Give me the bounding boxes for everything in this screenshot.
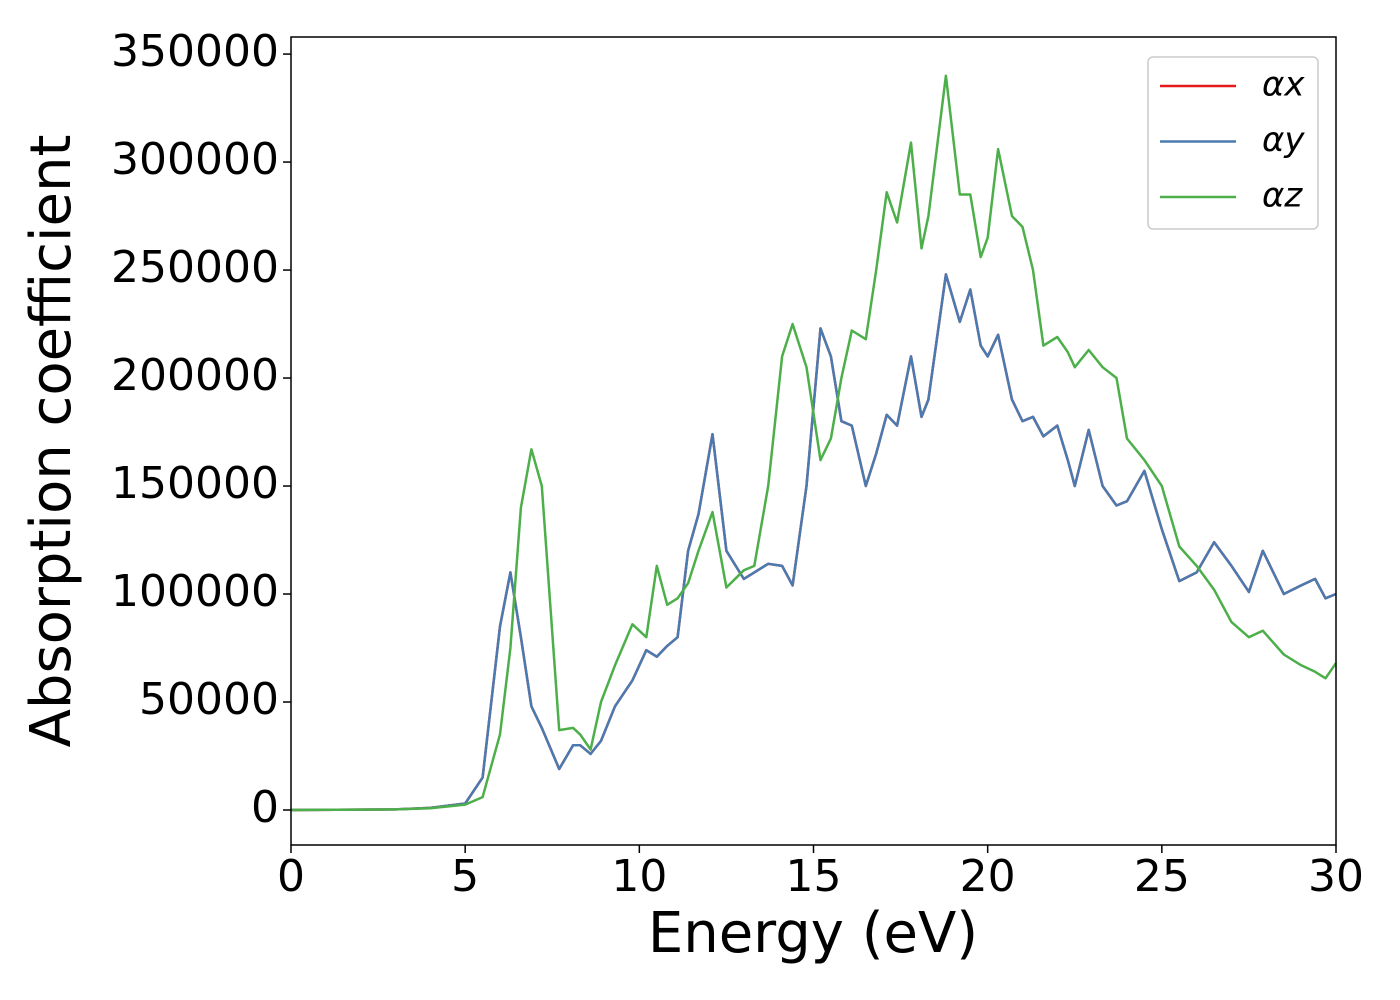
x-tick-label: 15	[786, 851, 842, 902]
x-tick-label: 30	[1308, 851, 1364, 902]
y-tick-label: 300000	[111, 134, 279, 185]
y-tick-label: 150000	[111, 458, 279, 509]
x-tick-label: 10	[611, 851, 667, 902]
x-tick-label: 25	[1134, 851, 1190, 902]
series-line	[290, 74, 1338, 812]
x-tick-label: 20	[960, 851, 1016, 902]
y-tick-label: 250000	[111, 242, 279, 293]
x-tick-label: 0	[277, 851, 305, 902]
y-tick-label: 350000	[111, 26, 279, 77]
legend-label: αx	[1262, 65, 1305, 105]
legend-label: αz	[1262, 176, 1303, 216]
x-tick-label: 5	[451, 851, 479, 902]
y-tick-label: 50000	[139, 674, 279, 725]
legend-label: αy	[1262, 120, 1305, 160]
series-line	[290, 273, 1337, 812]
x-axis-label: Energy (eV)	[648, 901, 978, 966]
y-tick-label: 0	[251, 782, 279, 833]
plot-frame	[290, 36, 1337, 846]
y-tick-label: 200000	[111, 350, 279, 401]
legend-box	[1147, 56, 1319, 230]
y-tick-label: 100000	[111, 566, 279, 617]
y-axis-label: Absorption coefficient	[19, 135, 84, 748]
